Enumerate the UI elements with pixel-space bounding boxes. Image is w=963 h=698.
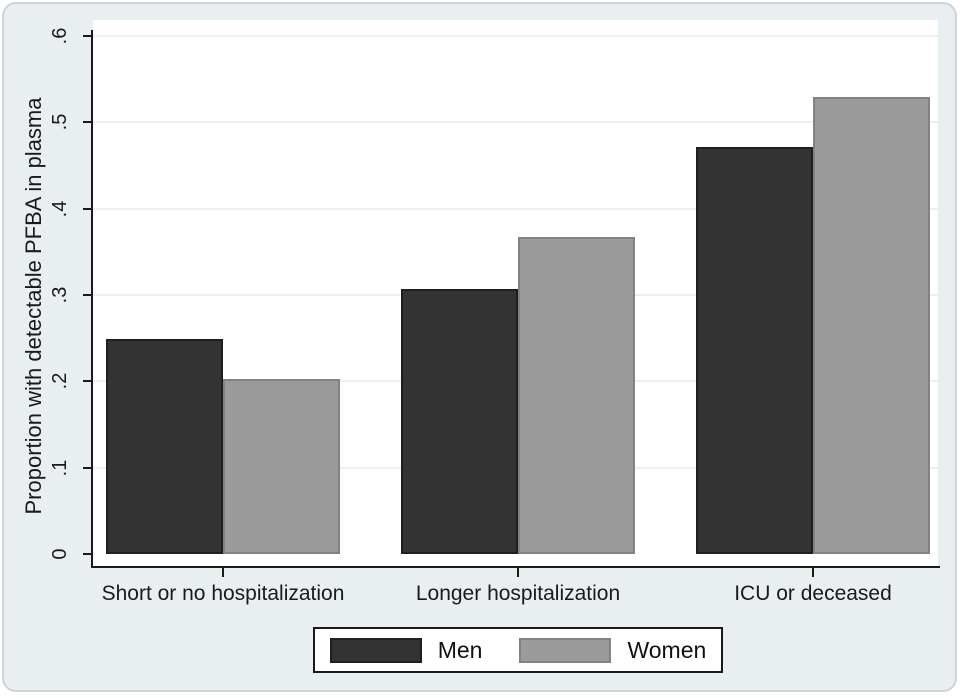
legend-label-women: Women (627, 636, 707, 663)
y-axis-title: Proportion with detectable PFBA in plasm… (21, 97, 46, 515)
x-axis-tick-3 (812, 568, 814, 577)
y-axis-tick-label-.5: .5 (49, 114, 71, 131)
bar-women-icu-or-deceased (813, 97, 930, 554)
x-axis-label-3: ICU or deceased (734, 582, 892, 605)
legend-item-women: Women (519, 636, 707, 663)
gridline-.4 (93, 207, 938, 210)
y-axis-line (91, 30, 93, 568)
gridline-.6 (93, 35, 938, 38)
x-axis-label-1: Short or no hospitalization (101, 582, 345, 605)
legend-swatch-men-icon (329, 637, 422, 663)
legend-item-men: Men (329, 636, 483, 663)
y-axis-tick-.6 (83, 35, 92, 38)
x-axis-label-2: Longer hospitalization (415, 582, 621, 605)
y-axis-tick-.4 (83, 207, 92, 210)
y-axis-tick-label-.1: .1 (49, 459, 71, 476)
y-axis-tick-0 (83, 553, 92, 555)
bar-men-longer-hospitalization (401, 288, 518, 554)
plot-area (93, 20, 938, 568)
bar-women-short-or-no-hospitalization (223, 378, 340, 554)
y-axis-tick-label-.2: .2 (49, 372, 71, 390)
x-axis-tick-1 (222, 568, 224, 577)
legend: Men Women (313, 627, 723, 673)
gridline-.5 (93, 121, 938, 124)
legend-label-men: Men (437, 636, 483, 663)
y-axis-tick-.2 (83, 380, 92, 383)
y-axis-tick-label-0: 0 (49, 548, 71, 560)
y-axis-tick-.3 (83, 294, 92, 296)
bar-women-longer-hospitalization (518, 237, 635, 554)
x-axis-tick-2 (517, 568, 519, 577)
bar-men-icu-or-deceased (696, 146, 813, 554)
y-axis-tick-label-.6: .6 (49, 27, 71, 45)
x-axis-line (91, 566, 940, 568)
bar-men-short-or-no-hospitalization (106, 339, 223, 554)
legend-swatch-women-icon (519, 637, 612, 663)
y-axis-tick-.5 (83, 121, 92, 124)
y-axis-tick-label-.3: .3 (49, 286, 71, 304)
y-axis-tick-.1 (83, 466, 92, 469)
y-axis-tick-label-.4: .4 (49, 200, 71, 218)
